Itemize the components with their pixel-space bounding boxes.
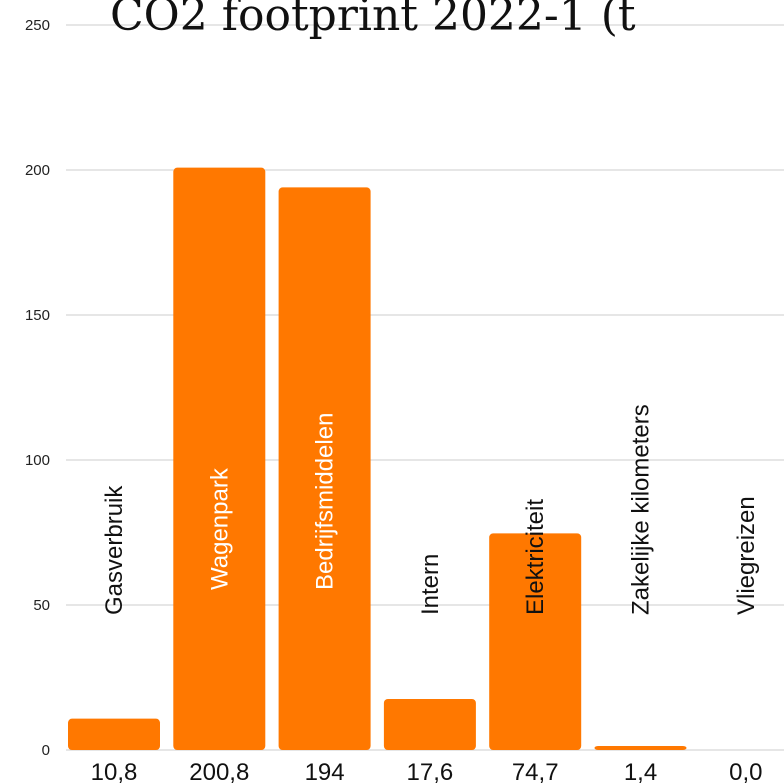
value-label: 194	[305, 759, 345, 783]
y-tick-label: 50	[33, 597, 50, 614]
grid-layer: 0 50 100 150 200 250	[25, 17, 784, 759]
value-label: 74,7	[512, 759, 559, 783]
category-label: Intern	[417, 554, 444, 615]
category-label: Vliegreizen	[733, 496, 760, 615]
value-label: 17,6	[407, 759, 454, 783]
bar	[489, 533, 582, 750]
category-label: Elektriciteit	[522, 499, 549, 615]
bar	[594, 745, 687, 750]
value-label: 0,0	[729, 759, 762, 783]
value-label: 10,8	[91, 759, 138, 783]
bar-layer	[68, 167, 687, 750]
bar	[383, 698, 476, 750]
category-label: Gasverbruik	[101, 485, 128, 615]
y-tick-label: 0	[42, 742, 50, 759]
category-label: Wagenpark	[206, 467, 233, 590]
y-tick-label: 250	[25, 17, 50, 34]
y-tick-label: 100	[25, 452, 50, 469]
bar	[173, 167, 266, 750]
value-label: 200,8	[189, 759, 249, 783]
y-tick-label: 150	[25, 307, 50, 324]
category-label: Bedrijfsmiddelen	[312, 413, 339, 590]
bar	[68, 718, 160, 750]
value-label: 1,4	[624, 759, 657, 783]
bar	[278, 187, 371, 750]
y-tick-label: 200	[25, 162, 50, 179]
label-layer: 10,8 Gasverbruik 200,8 Wagenpark 194 Bedrijfs…	[91, 404, 763, 783]
chart-title: CO2 footprint 2022-1 (t	[110, 0, 636, 41]
category-label: Zakelijke kilometers	[628, 404, 655, 615]
